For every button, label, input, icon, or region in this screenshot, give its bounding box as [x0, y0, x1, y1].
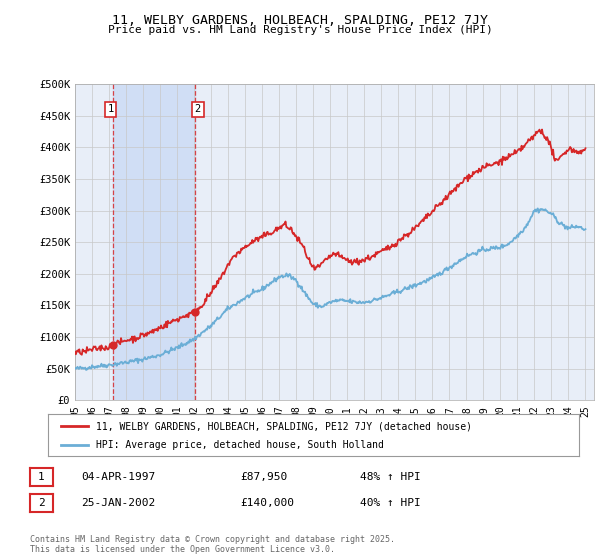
Text: HPI: Average price, detached house, South Holland: HPI: Average price, detached house, Sout…: [96, 440, 383, 450]
Text: 11, WELBY GARDENS, HOLBEACH, SPALDING, PE12 7JY: 11, WELBY GARDENS, HOLBEACH, SPALDING, P…: [112, 14, 488, 27]
Bar: [113, 84, 196, 400]
Text: 11, WELBY GARDENS, HOLBEACH, SPALDING, PE12 7JY (detached house): 11, WELBY GARDENS, HOLBEACH, SPALDING, P…: [96, 421, 472, 431]
Text: Price paid vs. HM Land Registry's House Price Index (HPI): Price paid vs. HM Land Registry's House …: [107, 25, 493, 35]
Text: 40% ↑ HPI: 40% ↑ HPI: [360, 498, 421, 508]
Text: Contains HM Land Registry data © Crown copyright and database right 2025.
This d: Contains HM Land Registry data © Crown c…: [30, 535, 395, 554]
Text: £87,950: £87,950: [240, 472, 287, 482]
Text: 2: 2: [195, 104, 201, 114]
Text: 04-APR-1997: 04-APR-1997: [81, 472, 155, 482]
Text: 1: 1: [107, 104, 114, 114]
Text: 1: 1: [38, 472, 45, 482]
Text: £140,000: £140,000: [240, 498, 294, 508]
Text: 48% ↑ HPI: 48% ↑ HPI: [360, 472, 421, 482]
Text: 2: 2: [38, 498, 45, 508]
Text: 25-JAN-2002: 25-JAN-2002: [81, 498, 155, 508]
